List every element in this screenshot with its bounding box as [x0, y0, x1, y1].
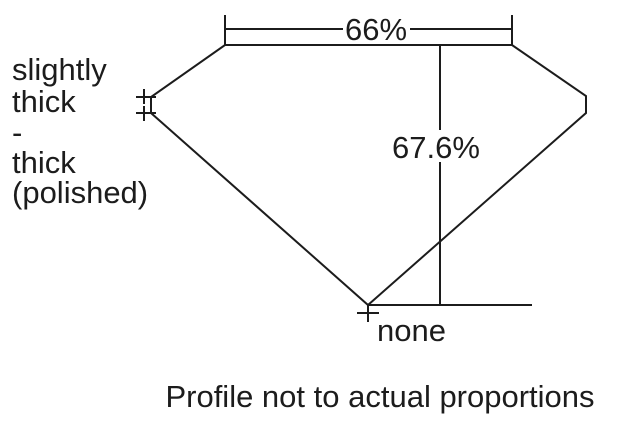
girdle-label-line-3: -	[12, 115, 22, 150]
diamond-outline	[150, 44, 587, 307]
caption: Profile not to actual proportions	[165, 379, 594, 414]
culet-label: none	[377, 313, 446, 348]
girdle-label-line-4: thick	[12, 145, 76, 180]
girdle-label-line-2: thick	[12, 84, 76, 119]
girdle-label-line-5: (polished)	[12, 175, 148, 210]
girdle-label-line-1: slightly	[12, 52, 107, 87]
table-width-label: 66%	[345, 12, 407, 47]
girdle-label: slightly thick - thick (polished)	[12, 52, 148, 210]
depth-label: 67.6%	[392, 130, 480, 165]
